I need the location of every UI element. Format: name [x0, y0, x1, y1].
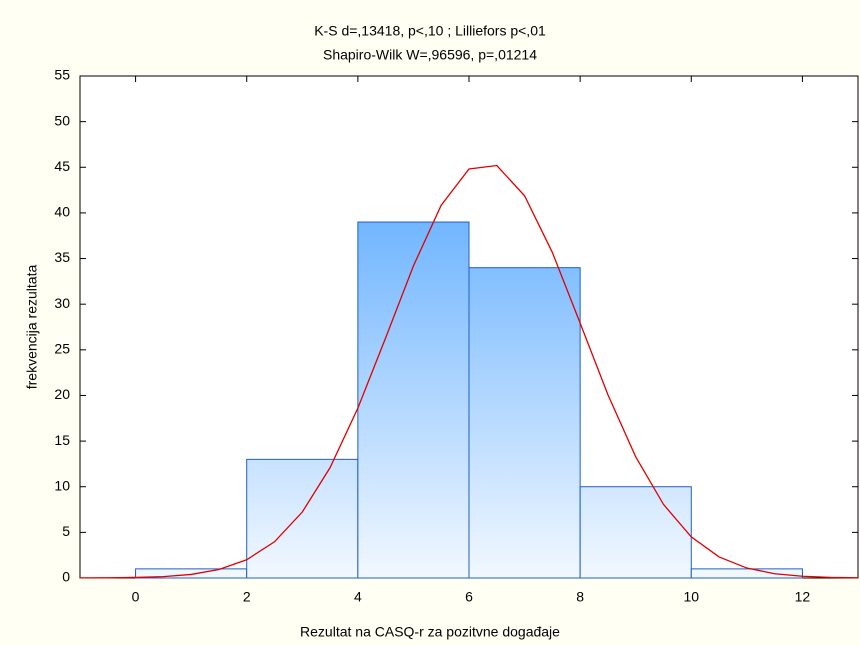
y-tick-label: 0 [62, 569, 70, 585]
x-tick-label: 8 [576, 589, 584, 605]
y-tick-label: 5 [62, 523, 70, 539]
y-tick-label: 50 [54, 112, 70, 128]
y-axis-label: frekvencija rezultata [24, 265, 40, 390]
y-tick-label: 40 [54, 204, 70, 220]
histogram-bar [468, 267, 581, 579]
histogram-bar [246, 458, 359, 579]
y-tick-label: 55 [54, 67, 70, 83]
x-tick-label: 12 [795, 589, 811, 605]
chart-subtitle: Shapiro-Wilk W=,96596, p=,01214 [323, 47, 537, 63]
x-tick-label: 4 [354, 589, 362, 605]
y-tick-label: 10 [54, 477, 70, 493]
y-tick-label: 20 [54, 386, 70, 402]
y-tick-label: 25 [54, 341, 70, 357]
x-axis-label: Rezultat na CASQ-r za pozitvne događaje [300, 624, 560, 640]
x-tick-label: 0 [132, 589, 140, 605]
chart-title: K-S d=,13418, p<,10 ; Lilliefors p<,01 [314, 23, 546, 39]
y-tick-label: 35 [54, 249, 70, 265]
x-tick-label: 2 [243, 589, 251, 605]
histogram-bar [357, 221, 470, 579]
y-tick-label: 30 [54, 295, 70, 311]
y-tick-label: 45 [54, 158, 70, 174]
histogram-bar [690, 568, 803, 579]
x-tick-label: 6 [465, 589, 473, 605]
y-tick-label: 15 [54, 432, 70, 448]
normal-curve [79, 164, 859, 579]
histogram-bar [579, 486, 692, 579]
x-tick-label: 10 [683, 589, 699, 605]
